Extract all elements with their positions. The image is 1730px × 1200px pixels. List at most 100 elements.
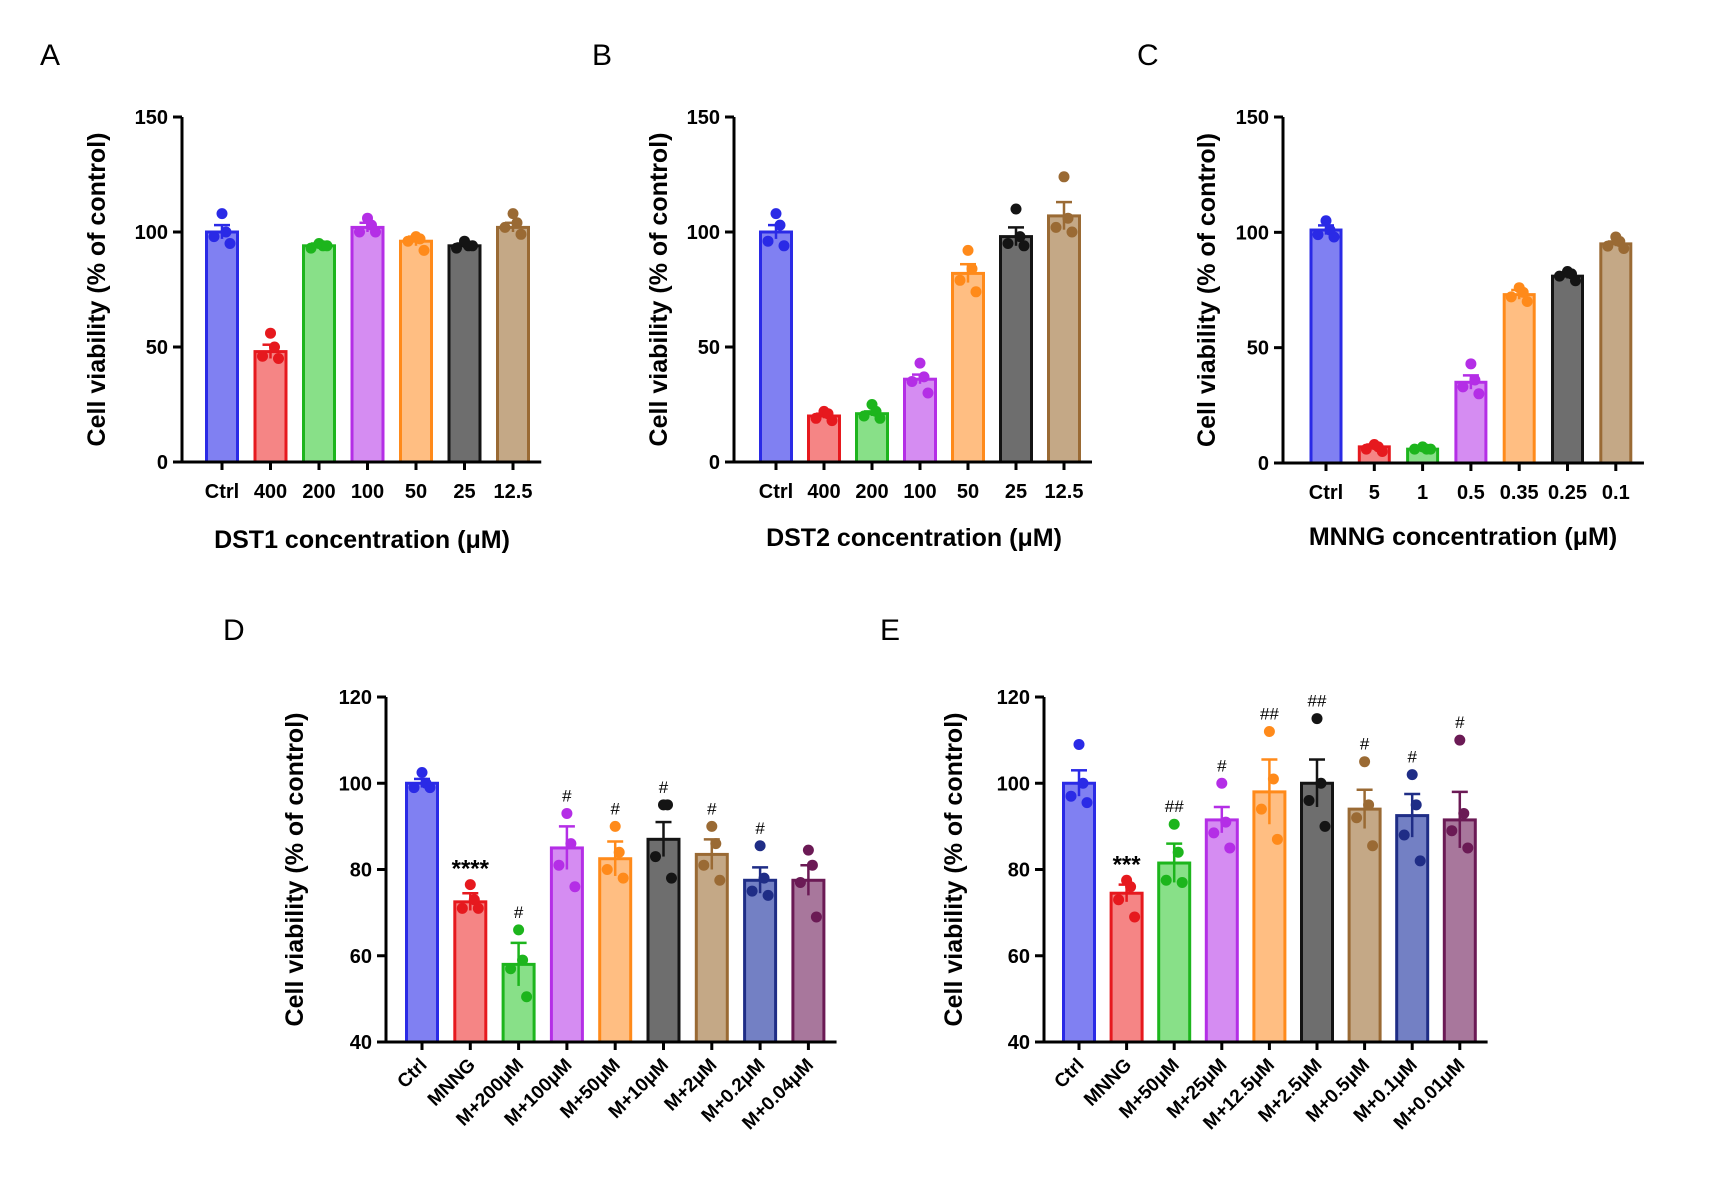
y-axis-label: Cell viability (% of control) (645, 133, 673, 447)
bar-1 (1062, 781, 1096, 1044)
bar-6 (447, 244, 482, 464)
data-point (456, 902, 468, 914)
data-point (418, 244, 430, 256)
bar-6 (1551, 274, 1584, 465)
data-point (806, 859, 818, 871)
data-point (1319, 820, 1331, 832)
y-tick-label: 120 (339, 687, 372, 709)
y-axis-label: Cell viability (% of control) (281, 713, 309, 1027)
panel-b: B Cell viability (% of control) 0 50 100 150 C… (592, 39, 1092, 552)
data-point (1010, 203, 1022, 215)
data-point (1618, 242, 1630, 254)
bar-5 (951, 271, 985, 464)
x-tick-label: 0.1 (1602, 482, 1630, 504)
y-tick-label: 100 (1236, 222, 1269, 244)
data-point (1414, 855, 1426, 867)
data-point (922, 387, 934, 399)
data-point (874, 412, 886, 424)
data-point (1469, 374, 1481, 386)
bar-3 (302, 244, 336, 464)
bar-8 (1395, 814, 1430, 1044)
data-point (499, 221, 511, 233)
data-point (1168, 818, 1180, 830)
significance-marker: ## (1308, 692, 1327, 711)
data-point (1359, 756, 1371, 768)
y-tick-label: 150 (687, 107, 720, 129)
data-point (1208, 827, 1220, 839)
data-point (666, 872, 677, 884)
data-point (1328, 231, 1340, 243)
bar-9 (1442, 818, 1477, 1044)
bar-7 (496, 225, 530, 464)
data-point (257, 350, 268, 362)
data-point (754, 840, 766, 852)
x-tick-label: 12.5 (494, 481, 533, 503)
data-point (1058, 171, 1070, 183)
significance-marker: # (562, 786, 572, 805)
data-point (1398, 829, 1410, 841)
data-point (1315, 777, 1327, 789)
data-point (1410, 799, 1422, 811)
data-point (414, 233, 426, 245)
panel-c: C Cell viability (% of control) 0 50 100 150 C… (1137, 39, 1644, 551)
y-tick-label: 50 (146, 337, 168, 359)
data-point (561, 807, 573, 819)
y-tick-label: 60 (1008, 946, 1030, 968)
data-point (451, 242, 462, 254)
data-point (1081, 797, 1093, 809)
significance-marker: # (1407, 748, 1417, 767)
data-point (770, 208, 782, 220)
x-tick-label: 200 (302, 481, 335, 503)
data-point (826, 415, 838, 427)
data-point (1351, 812, 1363, 824)
bar-9 (791, 878, 826, 1044)
data-point (1220, 816, 1232, 828)
data-point (1473, 388, 1485, 400)
data-point (1303, 795, 1315, 806)
data-point (906, 376, 918, 387)
data-point (706, 820, 718, 832)
significance-marker: ## (1165, 797, 1184, 816)
data-point (1425, 443, 1437, 455)
data-point (650, 851, 661, 863)
data-point (1014, 231, 1026, 243)
data-point (507, 208, 519, 220)
data-point (370, 226, 381, 238)
data-point (1077, 777, 1089, 789)
data-point (746, 885, 758, 897)
panel-a: A Cell viability (% of control) 0 50 100 150 C… (40, 39, 542, 554)
x-tick-label: Ctrl (1051, 1055, 1089, 1093)
data-point (954, 274, 966, 286)
x-tick-label: 50 (957, 481, 979, 503)
x-tick-label: 400 (807, 481, 840, 503)
panel-d: D Cell viability (% of control) **** # # # # # #… (223, 614, 837, 1134)
y-tick-label: 0 (1258, 453, 1269, 475)
y-tick-label: 150 (1236, 107, 1269, 129)
data-point (1065, 790, 1077, 802)
data-point (1176, 876, 1188, 888)
x-tick-label: Ctrl (1309, 482, 1343, 504)
bar-6 (646, 837, 681, 1044)
y-axis-label: Cell viability (% of control) (83, 133, 111, 447)
data-point (1271, 833, 1283, 845)
x-tick-label: 25 (453, 481, 475, 503)
data-point (521, 991, 533, 1003)
y-tick-label: 0 (709, 452, 720, 474)
data-point (810, 412, 822, 424)
y-tick-label: 50 (1247, 338, 1269, 360)
data-point (424, 782, 436, 794)
y-tick-label: 80 (350, 860, 372, 882)
panel-label: E (880, 614, 900, 647)
panel-label: D (223, 614, 245, 647)
data-point (1255, 803, 1267, 815)
data-point (1521, 296, 1533, 308)
data-point (224, 238, 236, 249)
data-point (1018, 240, 1030, 252)
y-tick-label: 40 (1008, 1032, 1030, 1054)
x-tick-label: Ctrl (394, 1055, 432, 1093)
x-axis-label: DST1 concentration (μM) (214, 526, 510, 554)
bar-5 (598, 857, 633, 1044)
data-point (1050, 221, 1062, 233)
significance-marker: # (755, 819, 765, 838)
